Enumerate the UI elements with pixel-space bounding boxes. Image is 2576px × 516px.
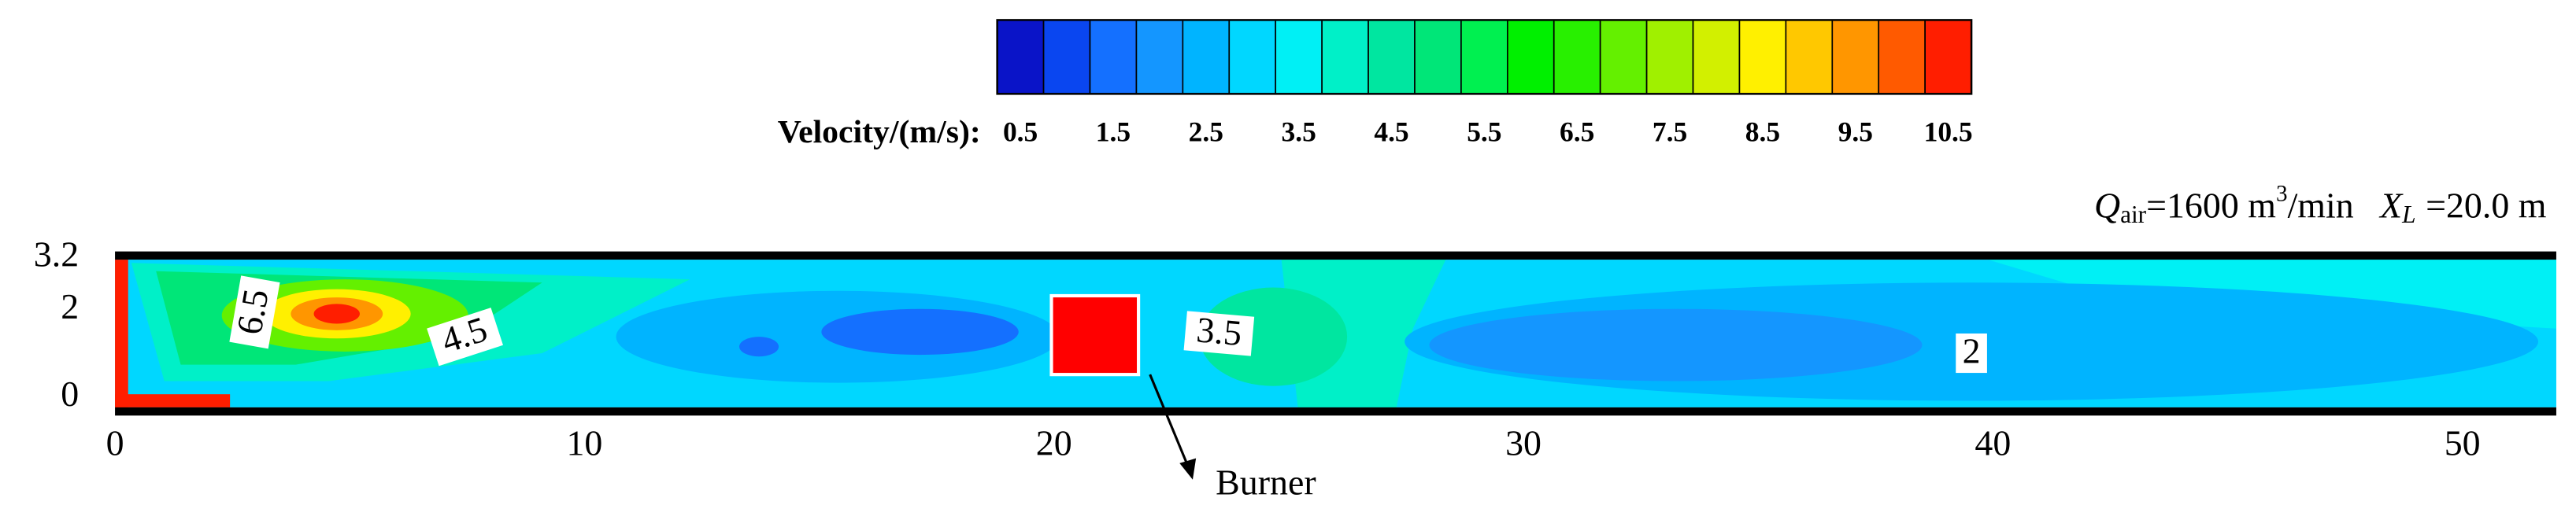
- y-tick-label: 0: [61, 374, 79, 414]
- contour-label-box: [1183, 311, 1255, 356]
- contour-label-group: 3.5: [1183, 309, 1255, 356]
- contour-region: [313, 304, 360, 324]
- annotation-part: /min: [2288, 185, 2354, 225]
- colorbar-band: [1042, 19, 1091, 95]
- domain-border: [115, 407, 2556, 416]
- colorbar-band: [1924, 19, 1972, 95]
- annotation-part: =20.0 m: [2426, 185, 2546, 225]
- x-tick-label: 50: [2445, 423, 2481, 463]
- burner-pointer: [1149, 374, 1191, 470]
- x-tick-label: 40: [1975, 423, 2011, 463]
- colorbar-band: [1414, 19, 1462, 95]
- colorbar-band: [1321, 19, 1369, 95]
- colorbar-tick-label: 6.5: [1560, 116, 1594, 148]
- colorbar-tick-label: 8.5: [1745, 116, 1780, 148]
- colorbar-band: [996, 19, 1045, 95]
- contour-label-group: 2: [1956, 331, 1987, 374]
- annotation-part: Q: [2094, 185, 2120, 225]
- contour-label-box: [1956, 333, 1987, 374]
- burner-label: Burner: [1216, 463, 1316, 503]
- wall-region: [115, 394, 231, 407]
- colorbar-band: [1368, 19, 1416, 95]
- annotation-part: 3: [2276, 181, 2288, 206]
- colorbar-band: [1878, 19, 1926, 95]
- colorbar-tick-label: 3.5: [1281, 116, 1316, 148]
- wall-region: [115, 260, 128, 407]
- colorbar-band: [1785, 19, 1834, 95]
- annotation-part: air: [2120, 201, 2147, 228]
- colorbar-tick-label: 1.5: [1096, 116, 1131, 148]
- colorbar-band: [1831, 19, 1880, 95]
- colorbar-band: [1182, 19, 1231, 95]
- arrow-head: [1179, 458, 1197, 480]
- burner: [1049, 293, 1141, 377]
- contour-label-box: [427, 308, 503, 367]
- x-tick-label: 30: [1505, 423, 1542, 463]
- y-tick-label: 3.2: [34, 234, 79, 275]
- contour-label: 3.5: [1195, 309, 1244, 353]
- colorbar-tick-label: 10.5: [1924, 116, 1973, 148]
- x-tick-label: 0: [106, 423, 124, 463]
- colorbar-band: [1135, 19, 1184, 95]
- colorbar-band: [1645, 19, 1694, 95]
- x-tick-label: 20: [1036, 423, 1072, 463]
- contour-field: [115, 251, 2556, 480]
- colorbar-tick-label: 4.5: [1374, 116, 1408, 148]
- colorbar-band: [1506, 19, 1555, 95]
- colorbar-band: [1692, 19, 1741, 95]
- colorbar-band: [1553, 19, 1601, 95]
- annotation-part: X: [2378, 185, 2404, 225]
- contour-region: [1199, 287, 1348, 386]
- annotation-part: L: [2401, 201, 2415, 228]
- colorbar-band: [1599, 19, 1648, 95]
- colorbar-band: [1089, 19, 1138, 95]
- contour-label-group: 6.5: [229, 275, 280, 349]
- colorbar-tick-label: 2.5: [1189, 116, 1223, 148]
- contour-label-box: [229, 275, 280, 349]
- colorbar-tick-label: 7.5: [1653, 116, 1687, 148]
- colorbar-band: [1228, 19, 1277, 95]
- colorbar-band: [1738, 19, 1787, 95]
- colorbar-band: [1460, 19, 1508, 95]
- contour-label: 6.5: [229, 286, 276, 337]
- contour-region: [821, 308, 1019, 356]
- annotation: Qair=1600 m3/min XL =20.0 m: [2094, 181, 2546, 228]
- annotation-part: =1600 m: [2146, 185, 2276, 225]
- colorbar-band: [1275, 19, 1323, 95]
- domain-border: [115, 251, 2556, 260]
- colorbar-tick-label: 0.5: [1003, 116, 1038, 148]
- colorbar-tick-label: 9.5: [1838, 116, 1873, 148]
- colorbar-tick-label: 5.5: [1467, 116, 1501, 148]
- contour-label: 2: [1963, 331, 1981, 371]
- x-tick-label: 10: [566, 423, 602, 463]
- colorbar-frame: [996, 19, 1973, 95]
- colorbar-label: Velocity/(m/s):: [778, 114, 981, 150]
- contour-region: [739, 337, 779, 357]
- y-tick-label: 2: [61, 286, 79, 326]
- contour-region: [1429, 308, 1923, 381]
